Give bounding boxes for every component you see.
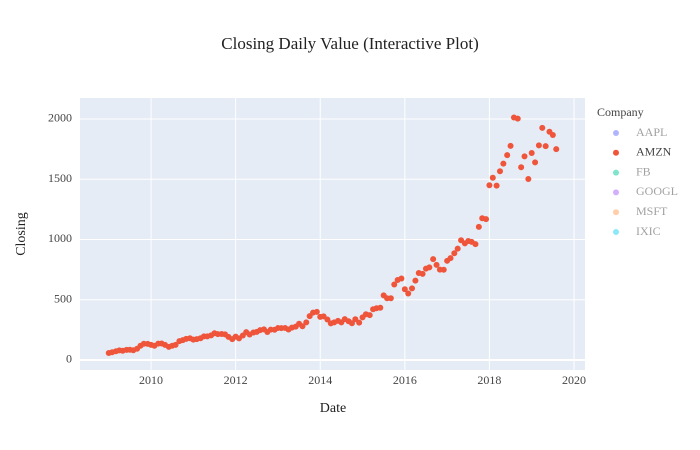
data-point [412, 277, 419, 284]
data-point [313, 308, 320, 315]
data-point [496, 168, 503, 175]
data-point [433, 261, 440, 268]
data-point [299, 323, 306, 330]
data-point [539, 124, 546, 131]
data-point [454, 245, 461, 252]
x-tick-label: 2016 [393, 373, 417, 387]
y-tick-label: 500 [54, 291, 72, 305]
legend-label: AMZN [636, 145, 672, 159]
data-point [472, 241, 479, 248]
y-tick-label: 0 [66, 352, 72, 366]
data-point [356, 319, 363, 326]
legend-label: IXIC [636, 224, 661, 238]
data-point [514, 115, 521, 122]
legend-marker [613, 189, 619, 196]
data-point [504, 152, 511, 159]
data-point [542, 143, 549, 150]
data-point [387, 295, 394, 302]
data-point [377, 304, 384, 311]
legend-label: GOOGL [636, 184, 678, 198]
data-point [419, 270, 426, 277]
x-tick-label: 2020 [562, 373, 586, 387]
data-point [426, 264, 433, 271]
legend-marker [613, 229, 619, 235]
data-point [549, 131, 556, 138]
data-point [528, 149, 535, 156]
legend-marker [613, 209, 619, 216]
x-tick-label: 2014 [308, 373, 332, 387]
x-tick-label: 2012 [224, 373, 248, 387]
legend-item[interactable]: IXIC [613, 224, 661, 238]
data-point [172, 341, 179, 348]
data-point [440, 266, 447, 273]
data-point [532, 159, 539, 166]
y-tick-label: 1000 [48, 231, 72, 245]
y-tick-label: 2000 [48, 111, 72, 125]
legend-marker [613, 130, 619, 136]
data-point [553, 146, 560, 153]
data-point [521, 153, 528, 160]
legend-item[interactable]: FB [613, 164, 651, 178]
data-point [500, 160, 507, 167]
data-point [303, 319, 310, 326]
data-point [405, 290, 412, 297]
data-point [366, 312, 373, 319]
data-point [475, 223, 482, 230]
data-point [518, 164, 525, 171]
legend-item[interactable]: MSFT [613, 204, 668, 218]
data-point [430, 256, 437, 263]
y-axis-title: Closing [14, 212, 29, 256]
legend-label: MSFT [636, 204, 668, 218]
legend-item[interactable]: GOOGL [613, 184, 678, 198]
data-point [451, 250, 458, 257]
y-tick-label: 1500 [48, 171, 72, 185]
data-point [493, 182, 500, 189]
data-point [348, 320, 355, 327]
data-point [535, 142, 542, 149]
legend-title: Company [597, 105, 644, 119]
data-point [398, 275, 405, 282]
legend-label: AAPL [636, 125, 667, 139]
data-point [489, 174, 496, 181]
x-axis-title: Date [320, 401, 346, 416]
data-point [401, 286, 408, 293]
x-tick-label: 2018 [477, 373, 501, 387]
data-point [483, 216, 490, 223]
x-tick-label: 2010 [139, 373, 163, 387]
legend-marker [613, 169, 619, 176]
data-point [447, 255, 454, 262]
data-point [486, 182, 493, 189]
chart-title: Closing Daily Value (Interactive Plot) [221, 34, 478, 53]
data-point [507, 142, 514, 149]
legend-item[interactable]: AMZN [613, 145, 672, 159]
data-point [324, 316, 331, 323]
data-point [409, 285, 416, 292]
legend-marker [613, 149, 619, 156]
data-point [525, 175, 532, 182]
legend-label: FB [636, 164, 651, 178]
plot-area [80, 98, 585, 370]
data-point [391, 281, 398, 288]
legend-item[interactable]: AAPL [613, 125, 667, 139]
